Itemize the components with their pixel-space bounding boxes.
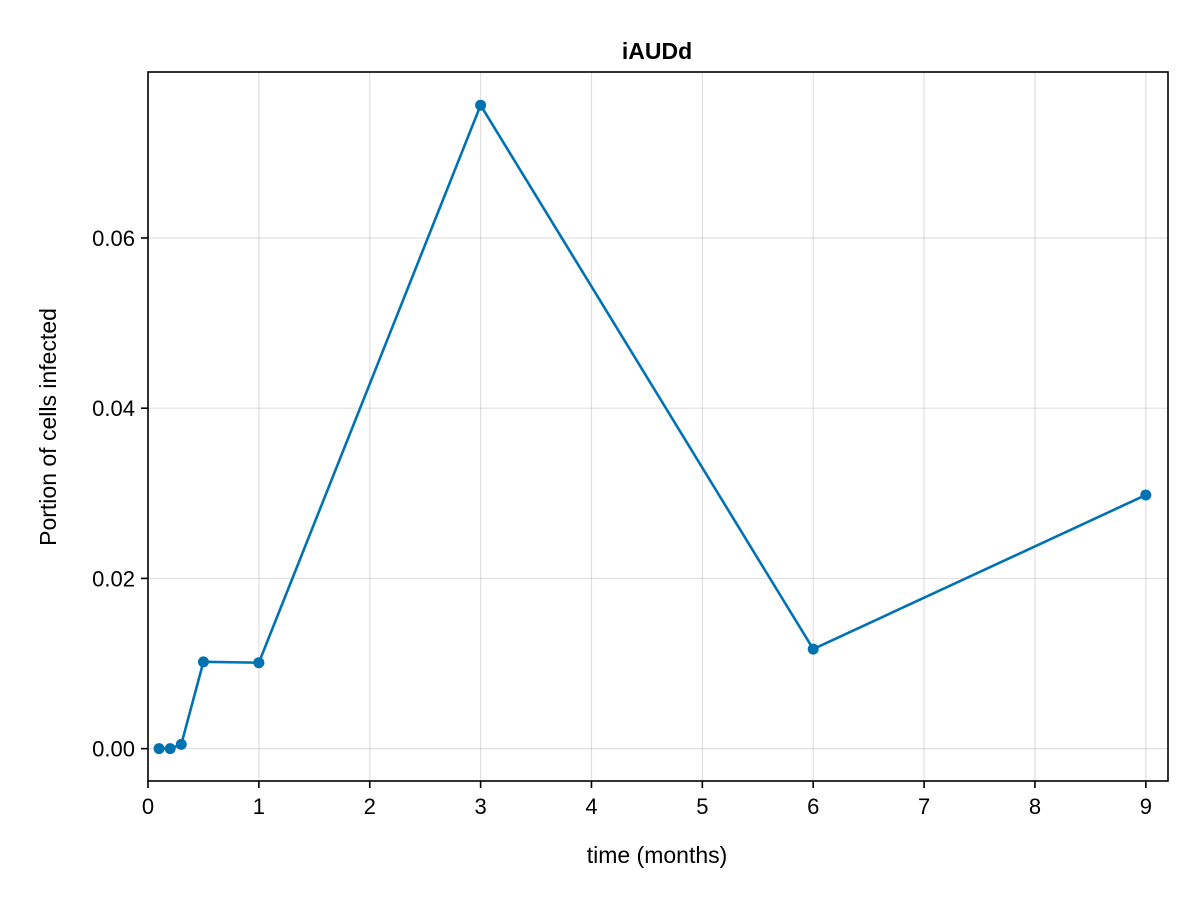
data-point: [253, 657, 265, 669]
x-tick-label: 1: [253, 794, 265, 819]
series-line: [159, 103, 1147, 750]
data-point: [175, 738, 187, 750]
x-tick-label: 3: [474, 794, 486, 819]
y-tick-label: 0.02: [92, 566, 135, 591]
y-tick-label: 0.06: [92, 226, 135, 251]
x-tick-label: 8: [1029, 794, 1041, 819]
plot-frame: [147, 71, 1169, 782]
y-axis-label: Portion of cells infected: [35, 308, 61, 546]
y-axis-ticks: 0.00 0.02 0.04 0.06: [92, 226, 148, 762]
data-series: [153, 99, 1152, 755]
chart-title: iAUDd: [622, 38, 692, 64]
x-axis-ticks: 0 1 2 3 4 5 6 7 8 9: [142, 781, 1152, 819]
data-point: [475, 99, 487, 111]
x-tick-label: 5: [696, 794, 708, 819]
x-tick-label: 7: [918, 794, 930, 819]
data-point: [164, 743, 176, 755]
data-point: [807, 643, 819, 655]
x-tick-label: 6: [807, 794, 819, 819]
data-point: [197, 656, 209, 668]
data-point: [153, 743, 165, 755]
x-tick-label: 9: [1140, 794, 1152, 819]
data-point: [1140, 489, 1152, 501]
y-tick-label: 0.04: [92, 396, 135, 421]
x-tick-label: 4: [585, 794, 597, 819]
x-tick-label: 2: [364, 794, 376, 819]
y-tick-label: 0.00: [92, 737, 135, 762]
x-tick-label: 0: [142, 794, 154, 819]
grid-lines: [147, 72, 1168, 781]
x-axis-label: time (months): [587, 842, 728, 868]
